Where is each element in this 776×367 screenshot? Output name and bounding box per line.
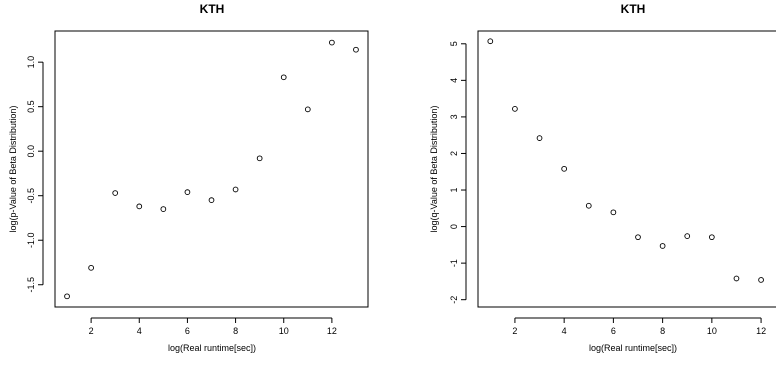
x-axis: 2 4 6 8 10 12	[512, 317, 766, 336]
y-tick-label: 0.0	[26, 145, 36, 158]
data-point	[256, 155, 263, 162]
y-tick-label: 1.0	[26, 56, 36, 69]
data-point	[88, 264, 94, 271]
data-point	[160, 206, 167, 212]
data-point	[585, 202, 592, 209]
data-point	[733, 275, 740, 282]
y-tick-label: -1	[449, 259, 459, 267]
data-point	[487, 38, 494, 45]
x-tick-label: 2	[512, 326, 517, 336]
x-tick-label: 12	[756, 326, 766, 336]
left-chart: KTH 2 4 6 8 10 12 -1.5 -1.0 -0.5 0.0 0.5 1.0 log(R…	[8, 2, 369, 353]
data-point	[659, 243, 666, 249]
data-point	[512, 106, 518, 112]
x-tick-label: 4	[137, 326, 142, 336]
y-tick-label: -1.5	[26, 277, 36, 293]
x-tick-label: 6	[611, 326, 616, 336]
data-point	[635, 234, 641, 241]
x-tick-label: 8	[660, 326, 665, 336]
data-point	[232, 186, 239, 193]
y-axis-label: log(p-Value of Beta Distribution)	[8, 106, 18, 233]
data-point	[353, 46, 359, 53]
data-point	[536, 135, 543, 141]
x-tick-label: 6	[185, 326, 190, 336]
chart-title: KTH	[621, 2, 646, 16]
y-tick-label: 0.5	[26, 100, 36, 113]
y-tick-label: 0	[449, 224, 459, 229]
y-tick-label: 5	[449, 41, 459, 46]
data-point	[610, 209, 617, 216]
x-tick-label: 10	[279, 326, 289, 336]
data-point	[329, 39, 335, 46]
x-tick-label: 12	[327, 326, 337, 336]
plot-frame	[54, 30, 369, 308]
data-point	[304, 106, 311, 113]
data-points	[64, 39, 359, 300]
x-tick-label: 4	[562, 326, 567, 336]
y-tick-label: -1.0	[26, 232, 36, 248]
x-tick-label: 8	[233, 326, 238, 336]
data-point	[112, 190, 119, 196]
y-tick-label: -0.5	[26, 188, 36, 204]
y-axis-label: log(q-Value of Beta Distribution)	[429, 106, 439, 233]
y-tick-label: 3	[449, 114, 459, 119]
x-tick-label: 10	[707, 326, 717, 336]
y-tick-label: 2	[449, 151, 459, 156]
data-point	[758, 277, 764, 283]
data-point	[184, 189, 191, 195]
plot-frame	[477, 30, 776, 308]
data-point	[708, 234, 715, 241]
x-axis-label: log(Real runtime[sec])	[168, 343, 256, 353]
data-point	[280, 74, 287, 81]
y-tick-label: 4	[449, 78, 459, 83]
x-axis: 2 4 6 8 10 12	[89, 317, 337, 336]
data-point	[64, 293, 70, 300]
data-point	[684, 233, 691, 239]
y-tick-label: 1	[449, 188, 459, 193]
data-point	[561, 165, 568, 172]
x-tick-label: 2	[89, 326, 94, 336]
chart-title: KTH	[200, 2, 225, 16]
data-point	[136, 203, 143, 210]
y-tick-label: -2	[449, 296, 459, 304]
x-axis-label: log(Real runtime[sec])	[589, 343, 677, 353]
y-axis: -1.5 -1.0 -0.5 0.0 0.5 1.0	[26, 56, 44, 293]
data-point	[208, 197, 215, 204]
y-axis: -2 -1 0 1 2 3 4 5	[449, 41, 467, 304]
data-points	[487, 38, 764, 283]
